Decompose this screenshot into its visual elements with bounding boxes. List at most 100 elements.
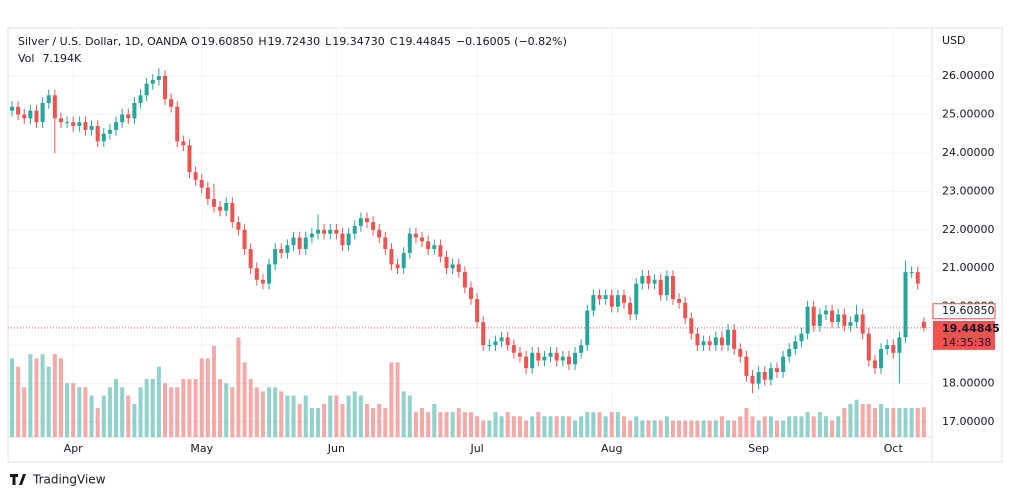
last-price-label: 19.44845 [942, 322, 1000, 335]
volume-bar [689, 420, 694, 437]
volume-bar [83, 387, 88, 437]
candle-body [371, 222, 376, 230]
x-tick-label: Jul [469, 442, 483, 455]
volume-bar [28, 354, 33, 437]
y-tick-label: 23.00000 [942, 184, 995, 197]
ohlc-legend: O 19.60850 H 19.72430 L 19.34730 C 19.44845 −0.1… [191, 35, 567, 48]
volume-bar [762, 416, 767, 437]
volume-bar [236, 337, 241, 437]
volume-bar [615, 412, 620, 437]
candle-body [407, 233, 412, 253]
volume-bar [744, 408, 749, 437]
volume-bar [781, 420, 786, 437]
candle-body [689, 318, 694, 334]
candle-body [383, 237, 388, 250]
legend-key: L [325, 35, 332, 48]
candle-body [22, 114, 27, 119]
candle-body [211, 199, 216, 207]
candle-body [823, 310, 828, 315]
candle-body [107, 129, 112, 134]
volume-bar [297, 403, 302, 437]
candle-body [658, 279, 663, 296]
volume-bar [830, 420, 835, 437]
volume-bar [420, 408, 425, 437]
candle-body [524, 356, 529, 369]
axes: 17.0000018.0000019.0000020.0000021.00000… [8, 69, 1000, 455]
candle-body [475, 299, 480, 323]
volume-bar [750, 416, 755, 437]
candle-body [101, 133, 106, 142]
candle-body [58, 118, 63, 123]
volume-bar [211, 345, 216, 437]
candle-body [817, 314, 822, 326]
candle-body [652, 279, 657, 284]
volume-bar [548, 416, 553, 437]
volume-bar [505, 412, 510, 437]
candle-body [511, 345, 516, 353]
candle-body [328, 229, 333, 234]
volume-bar [58, 358, 63, 437]
candle-body [120, 114, 125, 123]
volume-bar [726, 420, 731, 437]
volume-bar [885, 408, 890, 437]
candle-body [16, 106, 21, 115]
volume-bar [163, 383, 167, 437]
candle-body [781, 356, 786, 373]
candle-body [309, 233, 314, 238]
candle-body [297, 237, 302, 250]
y-tick-label: 24.00000 [942, 146, 995, 159]
volume-bar [22, 387, 27, 437]
volume-bar [260, 391, 265, 437]
legend-value: 19.72430 [268, 35, 321, 48]
volume-legend-value: 7.194K [42, 52, 81, 65]
candle-body [126, 114, 131, 119]
candle-body [462, 272, 467, 288]
y-tick-label: 25.00000 [942, 107, 995, 120]
candle-body [628, 302, 633, 315]
x-tick-label: May [190, 442, 213, 455]
candle-body [505, 337, 510, 346]
volume-bar [156, 366, 161, 437]
volume-bar [646, 420, 651, 437]
volume-bar [487, 420, 492, 437]
candle-body [615, 295, 620, 307]
volume-bar [432, 403, 437, 437]
candle-body [401, 252, 406, 269]
candle-body [848, 322, 853, 326]
symbol-title: Silver / U.S. Dollar, 1D, OANDA [18, 35, 188, 48]
candle-body [860, 314, 865, 334]
candle-body [377, 229, 382, 238]
candle-body [542, 356, 547, 361]
candle-body [866, 333, 871, 361]
y-tick-label: 21.00000 [942, 261, 995, 274]
volume-bar [787, 416, 792, 437]
volume-bar [401, 391, 406, 437]
candle-body [768, 368, 773, 380]
volume-bar [456, 408, 461, 437]
volume-bar [640, 420, 645, 437]
volume-bar [872, 408, 877, 437]
candle-body [169, 99, 174, 107]
candle-body [132, 102, 137, 119]
volume-bar [909, 408, 914, 437]
volume-bar [46, 366, 51, 437]
volume-bar [205, 358, 210, 437]
candle-body [65, 122, 70, 124]
candle-body [138, 95, 143, 103]
candle-body [487, 345, 492, 347]
candle-body [254, 268, 259, 280]
candle-body [517, 352, 522, 357]
candle-body [579, 345, 584, 353]
volume-bar [352, 391, 357, 437]
candle-body [775, 368, 779, 373]
volume-bar [542, 416, 547, 437]
candle-body [854, 314, 859, 323]
candle-body [95, 126, 100, 142]
volume-bar [695, 420, 700, 437]
volume-bar [579, 416, 584, 437]
candle-body [573, 352, 578, 365]
volume-bar [285, 395, 290, 437]
candle-body [285, 245, 290, 253]
candle-body [450, 264, 455, 269]
volume-bar [230, 387, 235, 437]
